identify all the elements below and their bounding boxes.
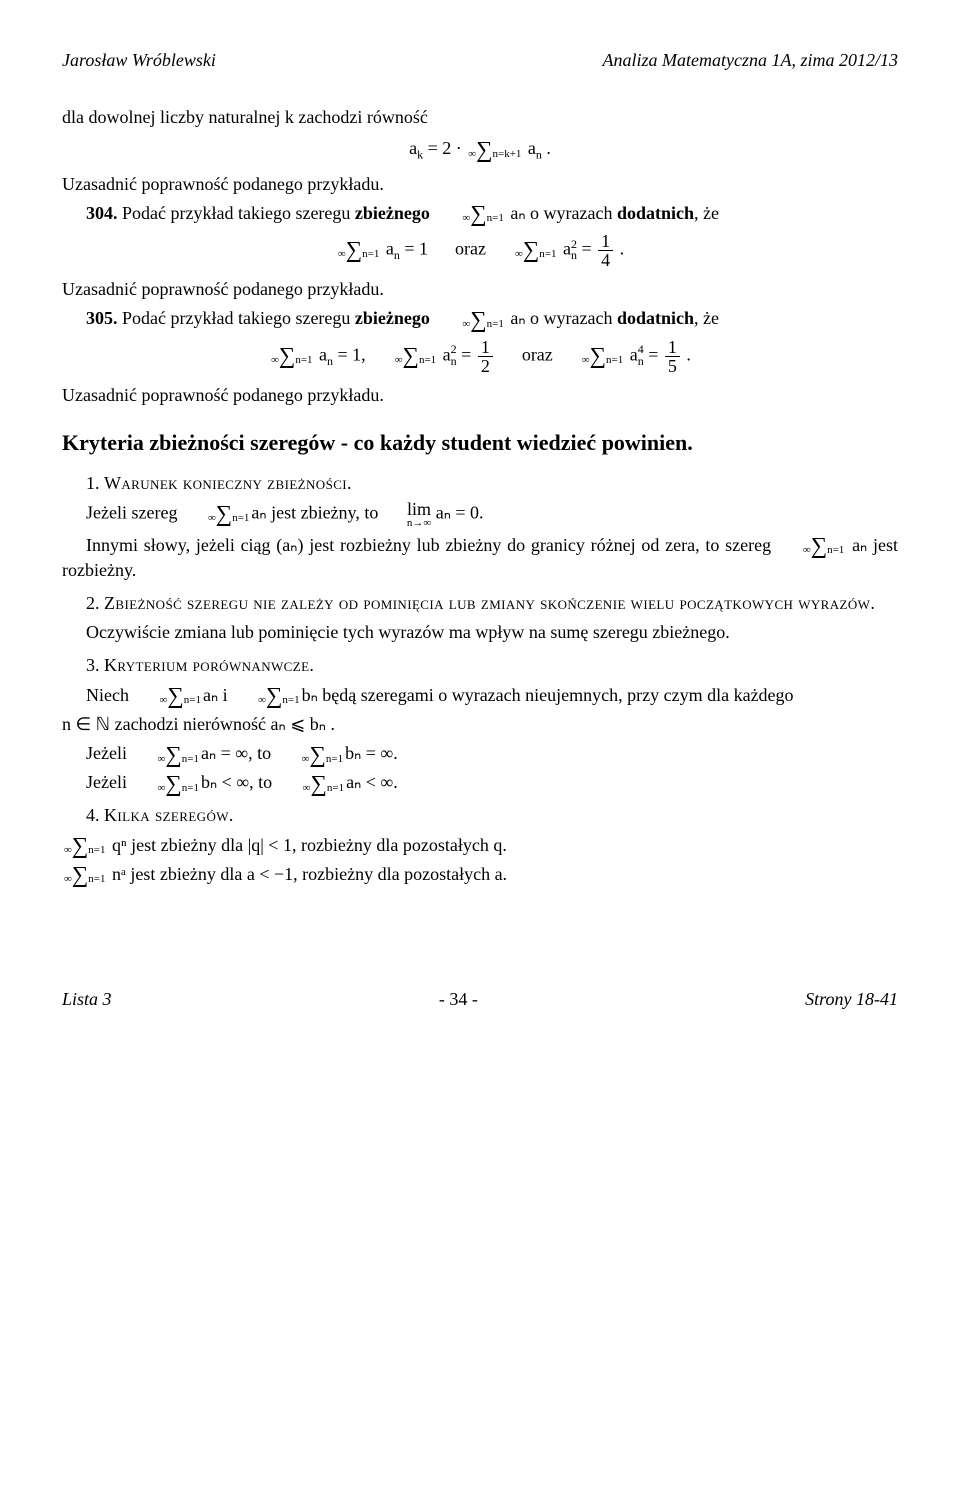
problem-305: 305. Podać przykład takiego szeregu zbie… [62, 306, 898, 331]
criterion-3-line2: n ∈ ℕ zachodzi nierówność aₙ ⩽ bₙ . [62, 712, 898, 737]
uzas-2: Uzasadnić poprawność podanego przykładu. [62, 277, 898, 302]
uzas-1: Uzasadnić poprawność podanego przykładu. [62, 172, 898, 197]
formula-ak: ak = 2 · ∞∑n=k+1 an . [62, 136, 898, 163]
footer-left: Lista 3 [62, 987, 112, 1012]
num-305: 305. [86, 308, 118, 328]
criterion-1-line2: Innymi słowy, jeżeli ciąg (aₙ) jest rozb… [62, 533, 898, 583]
criterion-4-heading: 4. Kilka szeregów. [62, 803, 898, 828]
problem-304: 304. Podać przykład takiego szeregu zbie… [62, 201, 898, 226]
criterion-4-line1: ∞∑n=1 qⁿ jest zbieżny dla |q| < 1, rozbi… [62, 833, 898, 858]
criterion-3-line3: Jeżeli ∞∑n=1aₙ = ∞, to ∞∑n=1bₙ = ∞. [62, 741, 898, 766]
page-header: Jarosław Wróblewski Analiza Matematyczna… [62, 48, 898, 73]
criterion-3-heading: 3. Kryterium porównanwcze. [62, 653, 898, 678]
formula-304: ∞∑n=1 an = 1 oraz ∞∑n=1 an2 = 14 . [62, 232, 898, 269]
criterion-1-heading: 1. Warunek konieczny zbieżności. [62, 471, 898, 496]
main-heading: Kryteria zbieżności szeregów - co każdy … [62, 428, 898, 459]
header-right: Analiza Matematyczna 1A, zima 2012/13 [603, 48, 898, 73]
num-304: 304. [86, 203, 118, 223]
criterion-2-body: Oczywiście zmiana lub pominięcie tych wy… [62, 620, 898, 645]
uzas-3: Uzasadnić poprawność podanego przykładu. [62, 383, 898, 408]
footer-right: Strony 18-41 [805, 987, 898, 1012]
page-footer: Lista 3 - 34 - Strony 18-41 [62, 987, 898, 1012]
criterion-4-line2: ∞∑n=1 nᵃ jest zbieżny dla a < −1, rozbie… [62, 862, 898, 887]
header-left: Jarosław Wróblewski [62, 48, 216, 73]
intro-text: dla dowolnej liczby naturalnej k zachodz… [62, 105, 898, 130]
formula-305: ∞∑n=1 an = 1, ∞∑n=1 an2 = 12 oraz ∞∑n=1 … [62, 338, 898, 375]
criterion-1-line1: Jeżeli szereg ∞∑n=1aₙ jest zbieżny, to l… [62, 500, 898, 529]
criterion-2-heading: 2. Zbieżność szeregu nie zależy od pomin… [62, 591, 898, 616]
criterion-3-line4: Jeżeli ∞∑n=1bₙ < ∞, to ∞∑n=1aₙ < ∞. [62, 770, 898, 795]
footer-center: - 34 - [439, 987, 478, 1012]
criterion-3-line1: Niech ∞∑n=1aₙ i ∞∑n=1bₙ będą szeregami o… [62, 683, 898, 708]
